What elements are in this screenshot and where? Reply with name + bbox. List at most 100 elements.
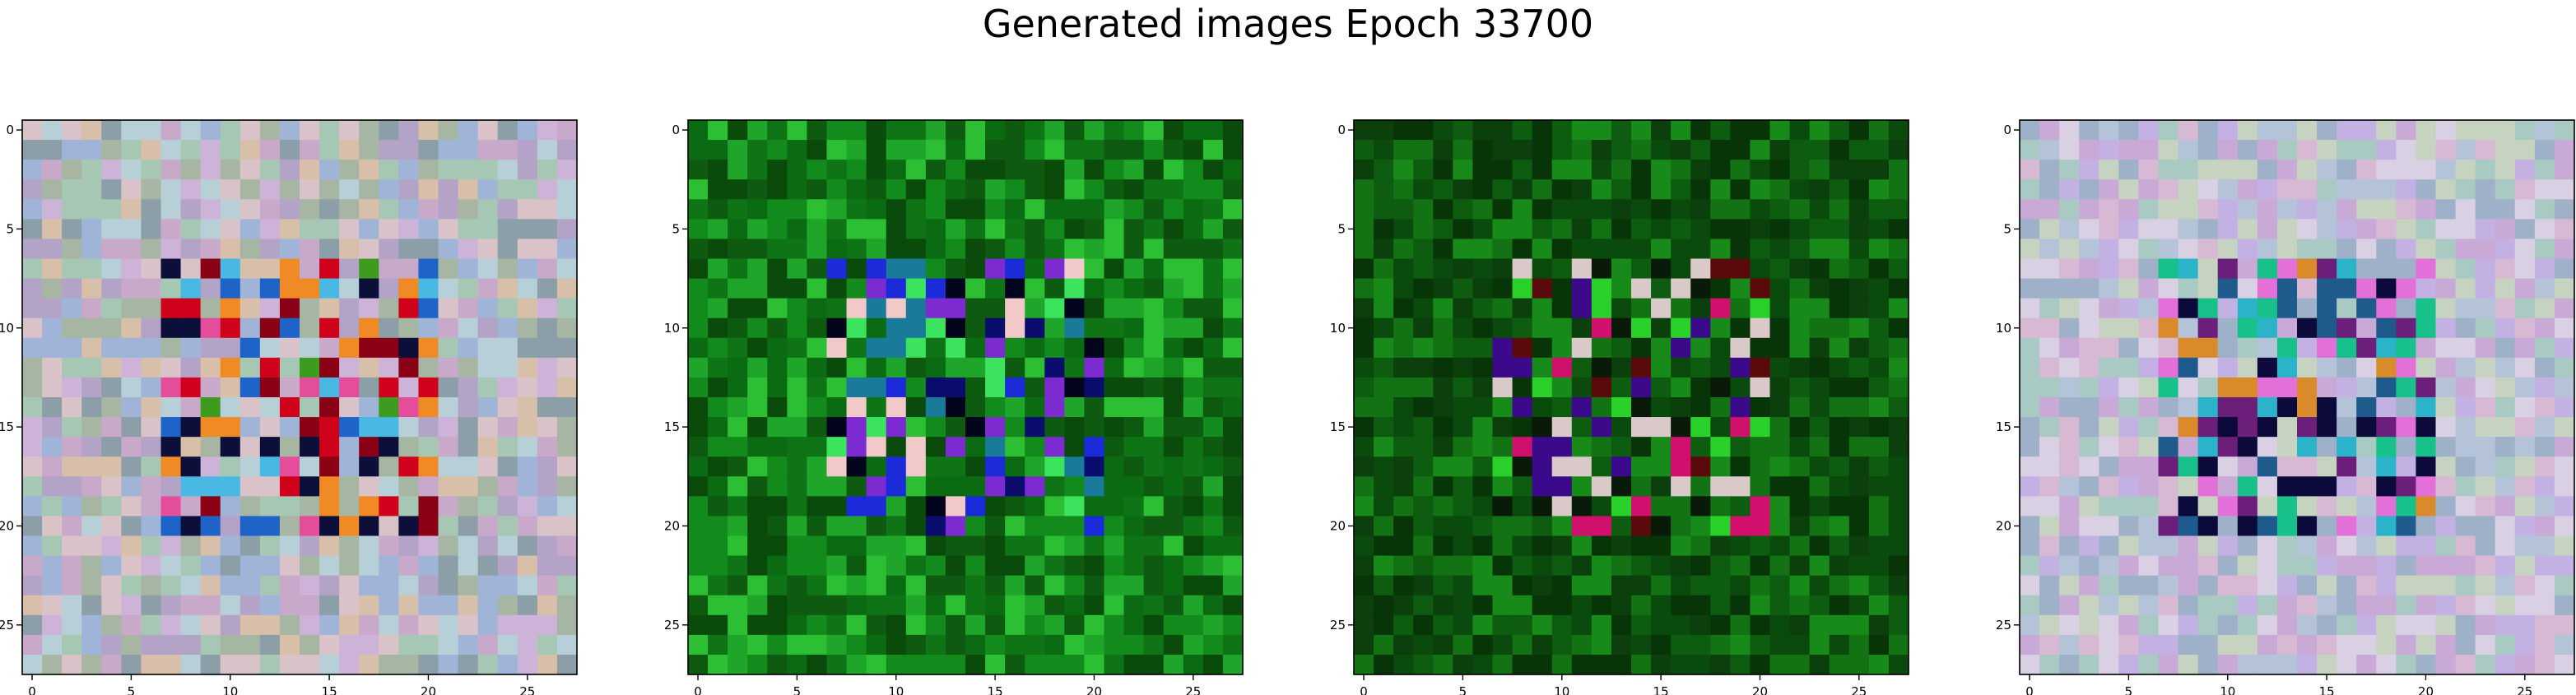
image-pixel [1710,120,1731,141]
image-pixel [1512,397,1533,418]
image-pixel [22,476,43,497]
image-pixel [767,595,788,616]
image-pixel [2534,160,2555,180]
image-pixel [2257,535,2278,557]
image-pixel [2158,397,2179,418]
image-pixel [1143,239,1165,260]
image-pixel [2554,377,2575,398]
image-pixel [1123,496,1145,517]
image-pixel [1492,397,1514,418]
image-pixel [2455,595,2476,616]
image-pixel [1789,516,1811,537]
image-pixel [339,179,360,200]
image-pixel [985,634,1006,656]
image-pixel [728,160,748,180]
image-pixel [2039,614,2060,636]
image-pixel [1472,575,1494,596]
image-pixel [2237,298,2258,319]
image-pixel [1710,496,1731,517]
image-pixel [1413,199,1434,220]
image-pixel [2079,456,2099,477]
image-pixel [767,140,788,160]
image-pixel [2099,298,2119,319]
image-pixel [2534,496,2555,517]
image-pixel [42,357,63,378]
image-pixel [2059,516,2080,537]
image-pixel [2197,634,2219,656]
image-pixel [1183,357,1204,378]
image-pixel [1104,140,1125,160]
image-pixel [965,476,986,497]
image-pixel [141,298,162,319]
image-pixel [1005,595,1025,616]
image-pixel [2396,298,2417,319]
image-pixel [1202,337,1224,359]
image-pixel [1868,437,1890,457]
image-pixel [747,219,768,240]
image-pixel [101,575,122,596]
image-pixel [1730,634,1751,656]
image-pixel [2059,535,2080,557]
image-pixel [1163,317,1184,339]
image-pixel [866,317,887,339]
image-pixel [1044,298,1065,319]
image-pixel [1809,555,1830,577]
image-pixel [477,476,499,497]
image-pixel [2337,476,2357,497]
image-pixel [200,595,221,616]
image-pixel [22,437,43,457]
image-pixel [458,199,479,220]
image-pixel [945,437,966,457]
image-pixel [1123,595,1145,616]
image-pixel [728,317,748,339]
image-pixel [2276,377,2298,398]
image-pixel [121,120,142,141]
image-pixel [1512,555,1533,577]
image-pixel [458,219,479,240]
image-pixel [2257,496,2278,517]
image-pixel [418,437,439,457]
image-pixel [905,437,927,457]
image-pixel [1084,634,1105,656]
image-pixel [925,456,946,477]
image-pixel [1084,179,1105,200]
image-pixel [1848,456,1870,477]
image-pixel [1413,654,1434,675]
image-pixel [2059,397,2080,418]
image-pixel [2554,437,2575,457]
image-pixel [458,476,479,497]
image-pixel [259,456,281,477]
image-pixel [1143,357,1165,378]
image-pixel [398,476,420,497]
image-pixel [866,120,887,141]
image-pixel [1848,614,1870,636]
image-pixel [438,614,459,636]
image-pixel [62,377,82,398]
image-pixel [1025,278,1045,299]
image-pixel [81,456,102,477]
image-pixel [22,298,43,319]
image-pixel [1868,476,1890,497]
image-pixel [2455,456,2476,477]
image-pixel [2435,239,2457,260]
image-pixel [121,595,142,616]
image-pixel [1651,239,1672,260]
image-pixel [2099,417,2119,438]
image-pixel [1789,239,1811,260]
image-pixel [2534,397,2555,418]
image-pixel [1591,417,1612,438]
image-pixel [2197,555,2219,577]
image-pixel [1143,555,1165,577]
image-pixel [379,160,399,180]
image-pixel [517,496,538,517]
image-pixel [2099,357,2119,378]
image-pixel [708,496,728,517]
image-pixel [2554,357,2575,378]
image-pixel [1631,555,1652,577]
image-pixel [965,278,986,299]
image-pixel [1710,535,1731,557]
y-tick-label: 0 [6,123,14,137]
image-pixel [1532,199,1553,220]
image-pixel [42,179,63,200]
image-pixel [160,120,182,141]
